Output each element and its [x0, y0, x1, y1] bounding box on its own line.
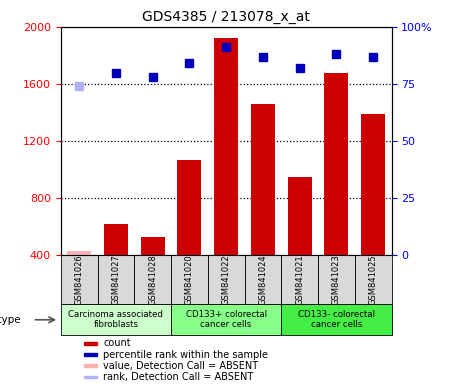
Bar: [67, 251, 91, 255]
Bar: [208, 255, 244, 304]
Bar: [84, 376, 97, 379]
Title: GDS4385 / 213078_x_at: GDS4385 / 213078_x_at: [142, 10, 310, 25]
Bar: [318, 255, 355, 304]
Text: value, Detection Call = ABSENT: value, Detection Call = ABSENT: [104, 361, 259, 371]
Bar: [244, 255, 281, 304]
Bar: [177, 160, 201, 255]
Bar: [84, 364, 97, 367]
Bar: [355, 255, 392, 304]
Text: GSM841021: GSM841021: [295, 255, 304, 305]
Bar: [84, 353, 97, 356]
Bar: [288, 177, 311, 255]
Bar: [361, 114, 385, 255]
Text: GSM841023: GSM841023: [332, 255, 341, 305]
Bar: [324, 73, 348, 255]
Bar: [98, 255, 134, 304]
Bar: [214, 38, 238, 255]
Text: rank, Detection Call = ABSENT: rank, Detection Call = ABSENT: [104, 372, 254, 382]
Bar: [281, 304, 392, 335]
Text: GSM841027: GSM841027: [112, 255, 121, 305]
Text: percentile rank within the sample: percentile rank within the sample: [104, 349, 268, 359]
Text: GSM841025: GSM841025: [369, 255, 378, 305]
Text: GSM841024: GSM841024: [258, 255, 267, 305]
Bar: [171, 255, 208, 304]
Bar: [171, 304, 281, 335]
Text: CD133+ colorectal
cancer cells: CD133+ colorectal cancer cells: [185, 310, 267, 329]
Bar: [134, 255, 171, 304]
Text: GSM841020: GSM841020: [185, 255, 194, 305]
Bar: [251, 104, 275, 255]
Text: count: count: [104, 338, 131, 348]
Text: GSM841022: GSM841022: [221, 255, 230, 305]
Text: GSM841028: GSM841028: [148, 255, 157, 305]
Bar: [61, 255, 98, 304]
Bar: [61, 304, 171, 335]
Text: Carcinoma associated
fibroblasts: Carcinoma associated fibroblasts: [68, 310, 163, 329]
Bar: [84, 342, 97, 345]
Text: GSM841026: GSM841026: [75, 255, 84, 305]
Text: cell type: cell type: [0, 315, 21, 325]
Bar: [281, 255, 318, 304]
Bar: [104, 224, 128, 255]
Bar: [141, 237, 165, 255]
Text: CD133- colorectal
cancer cells: CD133- colorectal cancer cells: [298, 310, 375, 329]
